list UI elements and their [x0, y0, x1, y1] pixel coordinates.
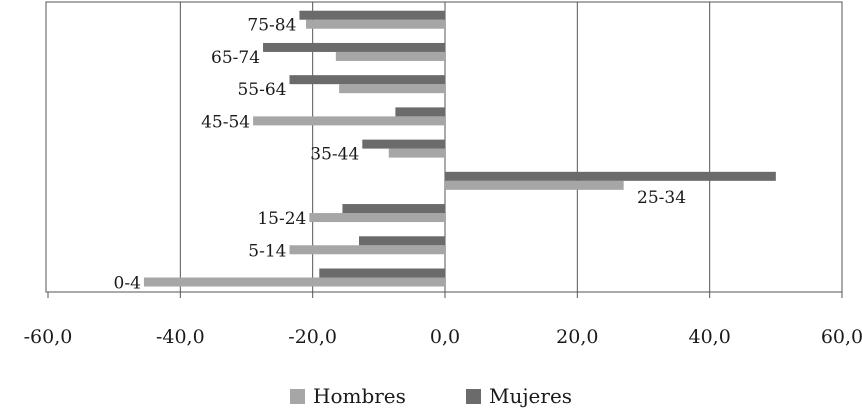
bar-mujeres-55-64 — [289, 75, 445, 85]
bar-hombres-0-4 — [143, 277, 446, 287]
x-tick-label-2: -20,0 — [288, 326, 337, 348]
legend-swatch-hombres — [290, 389, 305, 404]
bar-hombres-75-84 — [306, 19, 445, 29]
bar-mujeres-25-34 — [445, 171, 776, 181]
x-tick-label-3: 0,0 — [430, 326, 460, 348]
category-label-0-4: 0-4 — [114, 274, 141, 294]
category-label-45-54: 45-54 — [201, 112, 250, 132]
category-labels: 0-4 5-14 15-24 25-34 35-44 45-54 55-64 65-74 75-… — [114, 16, 686, 294]
bar-mujeres-5-14 — [358, 236, 445, 246]
x-tick-label-4: 20,0 — [556, 326, 598, 348]
bar-mujeres-35-44 — [362, 139, 445, 149]
bar-hombres-45-54 — [253, 116, 445, 126]
bar-mujeres-15-24 — [342, 204, 445, 214]
bar-hombres-55-64 — [339, 84, 445, 94]
category-label-35-44: 35-44 — [310, 145, 359, 165]
x-tick-label-1: -40,0 — [156, 326, 205, 348]
bar-hombres-15-24 — [309, 213, 445, 223]
category-label-65-74: 65-74 — [211, 48, 260, 68]
legend-label-hombres: Hombres — [313, 384, 406, 408]
category-label-55-64: 55-64 — [237, 80, 286, 100]
bars — [143, 10, 776, 287]
plot-area-frame — [45, 1, 843, 293]
category-label-25-34: 25-34 — [637, 188, 686, 208]
bar-mujeres-65-74 — [263, 42, 445, 52]
bar-hombres-65-74 — [335, 51, 445, 61]
bar-hombres-25-34 — [445, 180, 624, 190]
legend: Hombres Mujeres — [290, 384, 572, 408]
bar-hombres-35-44 — [388, 148, 445, 158]
bar-mujeres-45-54 — [395, 107, 445, 117]
category-label-5-14: 5-14 — [248, 241, 286, 261]
category-label-75-84: 75-84 — [247, 16, 296, 36]
category-label-15-24: 15-24 — [257, 209, 306, 229]
bar-mujeres-0-4 — [319, 268, 445, 278]
legend-label-mujeres: Mujeres — [489, 384, 572, 408]
x-axis-ticks: -60,0 -40,0 -20,0 0,0 20,0 40,0 60,0 — [24, 292, 862, 348]
x-tick-label-5: 40,0 — [689, 326, 731, 348]
bar-mujeres-75-84 — [299, 10, 445, 20]
bar-hombres-5-14 — [289, 245, 445, 255]
x-tick-label-6: 60,0 — [821, 326, 862, 348]
legend-swatch-mujeres — [466, 389, 481, 404]
x-tick-label-0: -60,0 — [24, 326, 73, 348]
